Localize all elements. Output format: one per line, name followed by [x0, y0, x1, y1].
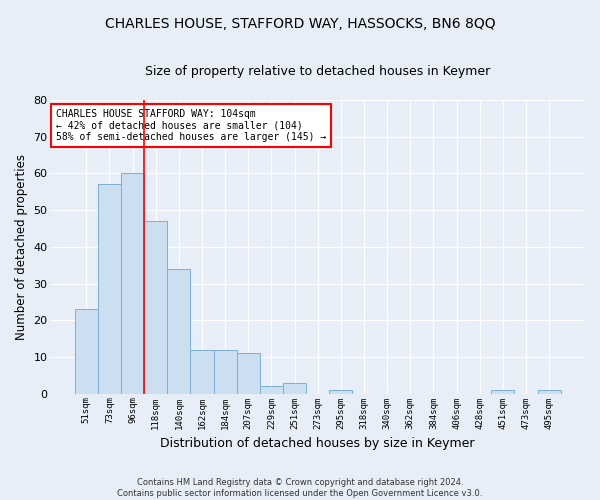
Bar [237, 354, 260, 394]
Text: Contains HM Land Registry data © Crown copyright and database right 2024.
Contai: Contains HM Land Registry data © Crown c… [118, 478, 482, 498]
Bar [538, 390, 561, 394]
Bar [167, 269, 190, 394]
Bar [121, 174, 144, 394]
Bar [190, 350, 214, 394]
Text: CHARLES HOUSE STAFFORD WAY: 104sqm
← 42% of detached houses are smaller (104)
58: CHARLES HOUSE STAFFORD WAY: 104sqm ← 42%… [56, 109, 326, 142]
Text: CHARLES HOUSE, STAFFORD WAY, HASSOCKS, BN6 8QQ: CHARLES HOUSE, STAFFORD WAY, HASSOCKS, B… [104, 18, 496, 32]
Title: Size of property relative to detached houses in Keymer: Size of property relative to detached ho… [145, 65, 490, 78]
Bar [75, 309, 98, 394]
Bar [329, 390, 352, 394]
Bar [283, 382, 306, 394]
Y-axis label: Number of detached properties: Number of detached properties [15, 154, 28, 340]
Bar [260, 386, 283, 394]
Bar [144, 221, 167, 394]
Bar [214, 350, 237, 394]
Bar [491, 390, 514, 394]
Bar [98, 184, 121, 394]
X-axis label: Distribution of detached houses by size in Keymer: Distribution of detached houses by size … [160, 437, 475, 450]
